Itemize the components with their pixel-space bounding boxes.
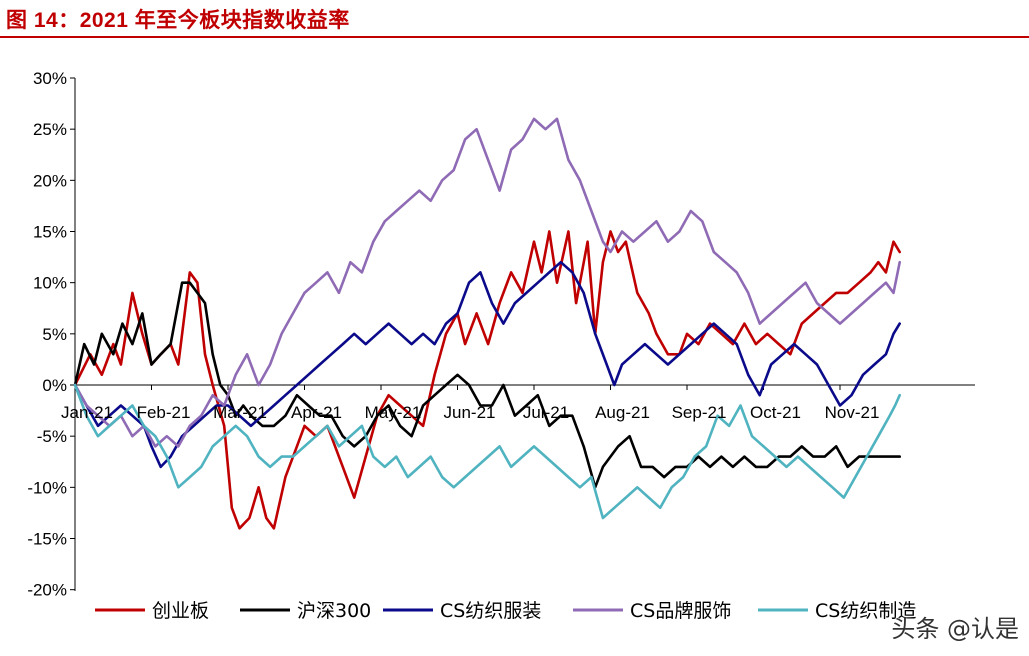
- x-tick-label: Jan-21: [61, 403, 113, 422]
- x-tick-label: May-21: [365, 403, 422, 422]
- y-tick-label: -10%: [27, 478, 67, 497]
- series-line-4: [73, 117, 902, 448]
- y-tick-label: 30%: [33, 69, 67, 88]
- x-tick-label: Aug-21: [595, 403, 650, 422]
- y-tick-label: 0%: [42, 376, 67, 395]
- series-line-3: [73, 260, 902, 469]
- series-line-1: [73, 230, 902, 530]
- chart-legend: 创业板 沪深300 CS纺织服装 CS品牌服饰 CS纺织制造: [95, 600, 916, 622]
- y-tick-label: -5%: [37, 427, 67, 446]
- y-tick-label: 15%: [33, 223, 67, 242]
- y-tick-label: 25%: [33, 120, 67, 139]
- chart-series-layer: [73, 117, 902, 530]
- series-line-5: [73, 383, 902, 520]
- x-tick-label: Mar-21: [213, 403, 267, 422]
- legend-label-1: 创业板: [152, 600, 209, 622]
- x-tick-label: Oct-21: [750, 403, 801, 422]
- y-tick-label: -20%: [27, 581, 67, 600]
- x-tick-label: Jul-21: [523, 403, 569, 422]
- x-tick-label: Jun-21: [444, 403, 496, 422]
- title-underline: [0, 36, 1029, 38]
- y-tick-label: 5%: [42, 325, 67, 344]
- legend-label-4: CS品牌服饰: [630, 600, 731, 622]
- x-tick-label: Sep-21: [672, 403, 727, 422]
- page-title: 图 14：2021 年至今板块指数收益率: [6, 9, 350, 32]
- y-tick-label: -15%: [27, 530, 67, 549]
- y-tick-label: 10%: [33, 274, 67, 293]
- chart-axes: -20% -15% -10% -5% 0% 5% 10% 15% 20% 25% 30%: [27, 69, 975, 600]
- y-tick-label: 20%: [33, 171, 67, 190]
- series-line-2: [73, 281, 902, 489]
- legend-label-5: CS纺织制造: [815, 600, 916, 622]
- legend-label-2: 沪深300: [297, 600, 371, 622]
- legend-label-3: CS纺织服装: [440, 600, 541, 622]
- x-tick-label: Nov-21: [825, 403, 880, 422]
- x-tick-label: Apr-21: [291, 403, 342, 422]
- x-tick-label: Feb-21: [137, 403, 191, 422]
- watermark: 头条 @认是: [891, 615, 1019, 643]
